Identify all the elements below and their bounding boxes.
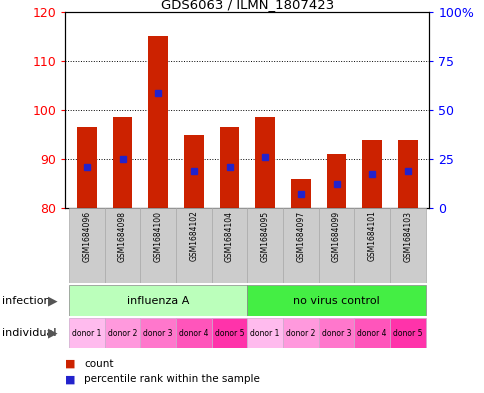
Bar xyxy=(211,318,247,348)
Text: ▶: ▶ xyxy=(47,327,57,340)
Text: donor 4: donor 4 xyxy=(179,329,208,338)
Text: ■: ■ xyxy=(65,374,76,384)
Title: GDS6063 / ILMN_1807423: GDS6063 / ILMN_1807423 xyxy=(160,0,333,11)
Bar xyxy=(389,318,425,348)
Bar xyxy=(211,208,247,283)
Bar xyxy=(140,208,176,283)
Bar xyxy=(77,127,96,208)
Text: count: count xyxy=(84,358,113,369)
Text: GSM1684096: GSM1684096 xyxy=(82,211,91,262)
Bar xyxy=(219,127,239,208)
Text: GSM1684103: GSM1684103 xyxy=(403,211,411,261)
Bar xyxy=(105,208,140,283)
Bar xyxy=(176,318,211,348)
Bar xyxy=(389,208,425,283)
Bar xyxy=(326,154,346,208)
Text: no virus control: no virus control xyxy=(292,296,379,306)
Bar xyxy=(354,318,389,348)
Text: GSM1684099: GSM1684099 xyxy=(332,211,340,262)
Bar xyxy=(69,208,105,283)
Bar xyxy=(354,208,389,283)
Text: GSM1684101: GSM1684101 xyxy=(367,211,376,261)
Text: donor 1: donor 1 xyxy=(250,329,279,338)
Bar xyxy=(397,140,417,208)
Text: ■: ■ xyxy=(65,358,76,369)
Bar xyxy=(283,208,318,283)
Text: donor 4: donor 4 xyxy=(357,329,386,338)
Bar xyxy=(69,285,247,316)
Text: individual: individual xyxy=(2,328,57,338)
Text: GSM1684095: GSM1684095 xyxy=(260,211,269,262)
Bar xyxy=(362,140,381,208)
Text: infection: infection xyxy=(2,296,51,306)
Text: donor 3: donor 3 xyxy=(321,329,350,338)
Text: donor 5: donor 5 xyxy=(214,329,244,338)
Bar xyxy=(247,318,283,348)
Text: donor 3: donor 3 xyxy=(143,329,173,338)
Bar xyxy=(69,318,105,348)
Bar xyxy=(283,318,318,348)
Bar xyxy=(247,285,425,316)
Text: influenza A: influenza A xyxy=(127,296,189,306)
Bar xyxy=(255,118,274,208)
Bar xyxy=(176,208,211,283)
Bar xyxy=(148,36,167,208)
Text: ▶: ▶ xyxy=(47,294,57,307)
Bar xyxy=(318,208,354,283)
Bar xyxy=(318,318,354,348)
Text: donor 1: donor 1 xyxy=(72,329,101,338)
Text: donor 5: donor 5 xyxy=(392,329,422,338)
Text: percentile rank within the sample: percentile rank within the sample xyxy=(84,374,259,384)
Bar xyxy=(183,134,203,208)
Bar xyxy=(247,208,283,283)
Text: donor 2: donor 2 xyxy=(107,329,137,338)
Text: GSM1684100: GSM1684100 xyxy=(153,211,162,261)
Bar xyxy=(105,318,140,348)
Bar xyxy=(112,118,132,208)
Text: donor 2: donor 2 xyxy=(286,329,315,338)
Text: GSM1684102: GSM1684102 xyxy=(189,211,198,261)
Bar xyxy=(140,318,176,348)
Text: GSM1684097: GSM1684097 xyxy=(296,211,305,262)
Text: GSM1684104: GSM1684104 xyxy=(225,211,234,261)
Text: GSM1684098: GSM1684098 xyxy=(118,211,127,261)
Bar xyxy=(290,179,310,208)
